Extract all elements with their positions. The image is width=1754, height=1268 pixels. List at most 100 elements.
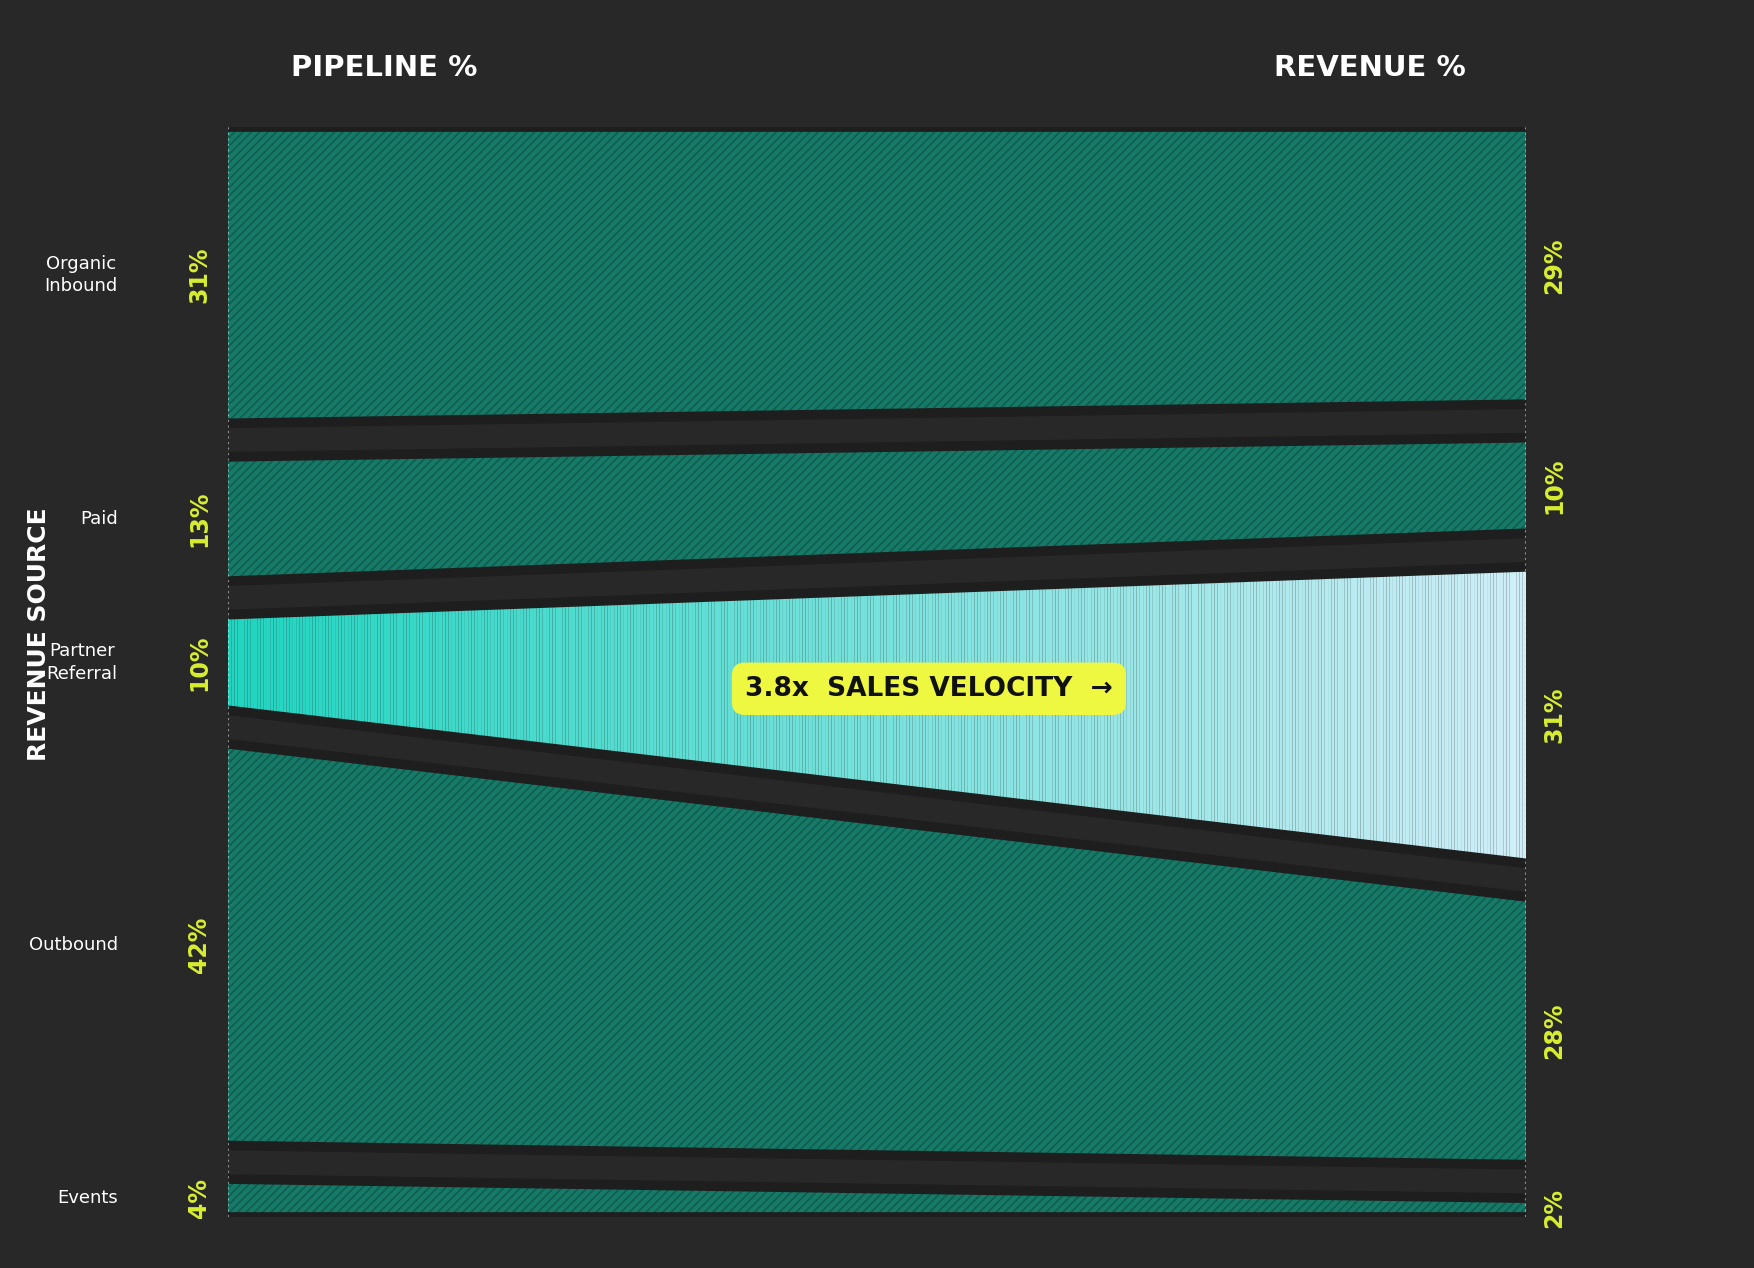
Polygon shape	[835, 592, 838, 782]
Polygon shape	[823, 592, 824, 781]
Polygon shape	[1422, 571, 1426, 852]
Polygon shape	[1373, 572, 1377, 846]
Polygon shape	[326, 611, 328, 723]
Polygon shape	[1491, 568, 1494, 860]
Polygon shape	[1296, 576, 1298, 837]
Polygon shape	[693, 597, 695, 766]
Polygon shape	[426, 607, 430, 734]
Polygon shape	[675, 598, 679, 763]
Polygon shape	[1235, 577, 1237, 829]
Polygon shape	[1308, 574, 1312, 838]
Polygon shape	[351, 610, 354, 725]
Polygon shape	[663, 598, 667, 762]
Polygon shape	[602, 601, 605, 754]
Text: Events: Events	[56, 1189, 118, 1207]
Polygon shape	[1442, 569, 1445, 853]
Polygon shape	[1072, 583, 1075, 810]
Polygon shape	[1519, 567, 1522, 864]
Polygon shape	[468, 606, 472, 739]
Polygon shape	[540, 604, 542, 747]
Polygon shape	[652, 598, 656, 761]
Polygon shape	[263, 614, 267, 715]
Polygon shape	[1189, 579, 1191, 824]
Polygon shape	[1270, 576, 1273, 833]
Polygon shape	[384, 609, 388, 729]
Polygon shape	[453, 606, 456, 737]
Polygon shape	[923, 588, 926, 792]
Polygon shape	[793, 593, 796, 777]
Polygon shape	[526, 604, 530, 746]
Text: 10%: 10%	[188, 634, 212, 691]
Polygon shape	[828, 592, 831, 781]
Polygon shape	[1266, 576, 1270, 833]
Polygon shape	[319, 611, 323, 721]
Polygon shape	[842, 592, 845, 784]
Polygon shape	[747, 596, 751, 772]
Polygon shape	[228, 127, 1526, 424]
Polygon shape	[847, 592, 851, 784]
Polygon shape	[945, 588, 949, 795]
Polygon shape	[281, 612, 282, 716]
Polygon shape	[309, 611, 312, 720]
Polygon shape	[1510, 567, 1514, 862]
Polygon shape	[949, 588, 952, 795]
Polygon shape	[274, 612, 277, 716]
Polygon shape	[1344, 573, 1347, 842]
Polygon shape	[244, 614, 247, 713]
Polygon shape	[393, 609, 396, 730]
Polygon shape	[347, 610, 351, 725]
Polygon shape	[1500, 568, 1503, 861]
Polygon shape	[1003, 586, 1007, 803]
Polygon shape	[884, 591, 888, 787]
Polygon shape	[1107, 582, 1110, 814]
Polygon shape	[854, 591, 858, 785]
Polygon shape	[802, 593, 805, 779]
Polygon shape	[1331, 574, 1335, 841]
Polygon shape	[779, 595, 782, 776]
Polygon shape	[586, 601, 588, 753]
Polygon shape	[744, 596, 747, 771]
Polygon shape	[323, 611, 326, 721]
Polygon shape	[370, 609, 374, 728]
Polygon shape	[1400, 572, 1403, 848]
Polygon shape	[1480, 568, 1484, 858]
Polygon shape	[1052, 585, 1056, 808]
Polygon shape	[381, 609, 384, 729]
Text: 13%: 13%	[188, 491, 212, 548]
Polygon shape	[1121, 582, 1124, 815]
Polygon shape	[472, 606, 475, 739]
Polygon shape	[412, 607, 416, 733]
Polygon shape	[484, 605, 488, 741]
Polygon shape	[965, 587, 968, 798]
Polygon shape	[430, 607, 433, 734]
Polygon shape	[1412, 571, 1415, 851]
Polygon shape	[996, 586, 1000, 801]
Polygon shape	[621, 600, 624, 757]
Polygon shape	[475, 605, 477, 739]
Polygon shape	[228, 744, 1526, 1165]
Polygon shape	[977, 587, 980, 799]
Polygon shape	[1305, 574, 1308, 838]
Polygon shape	[1282, 576, 1286, 836]
Polygon shape	[1428, 571, 1431, 852]
Polygon shape	[816, 593, 819, 780]
Polygon shape	[865, 591, 866, 786]
Polygon shape	[361, 610, 365, 727]
Polygon shape	[1407, 571, 1408, 850]
Polygon shape	[293, 612, 296, 719]
Polygon shape	[789, 593, 793, 777]
Polygon shape	[1212, 578, 1214, 827]
Polygon shape	[1091, 583, 1094, 813]
Polygon shape	[1179, 579, 1182, 823]
Polygon shape	[1040, 585, 1042, 806]
Polygon shape	[1438, 569, 1442, 853]
Polygon shape	[435, 607, 438, 735]
Polygon shape	[930, 588, 931, 794]
Polygon shape	[728, 596, 731, 770]
Polygon shape	[247, 614, 251, 713]
Polygon shape	[1263, 577, 1266, 833]
Polygon shape	[910, 590, 912, 791]
Polygon shape	[1023, 586, 1026, 804]
Polygon shape	[1166, 579, 1168, 822]
Polygon shape	[235, 614, 239, 711]
